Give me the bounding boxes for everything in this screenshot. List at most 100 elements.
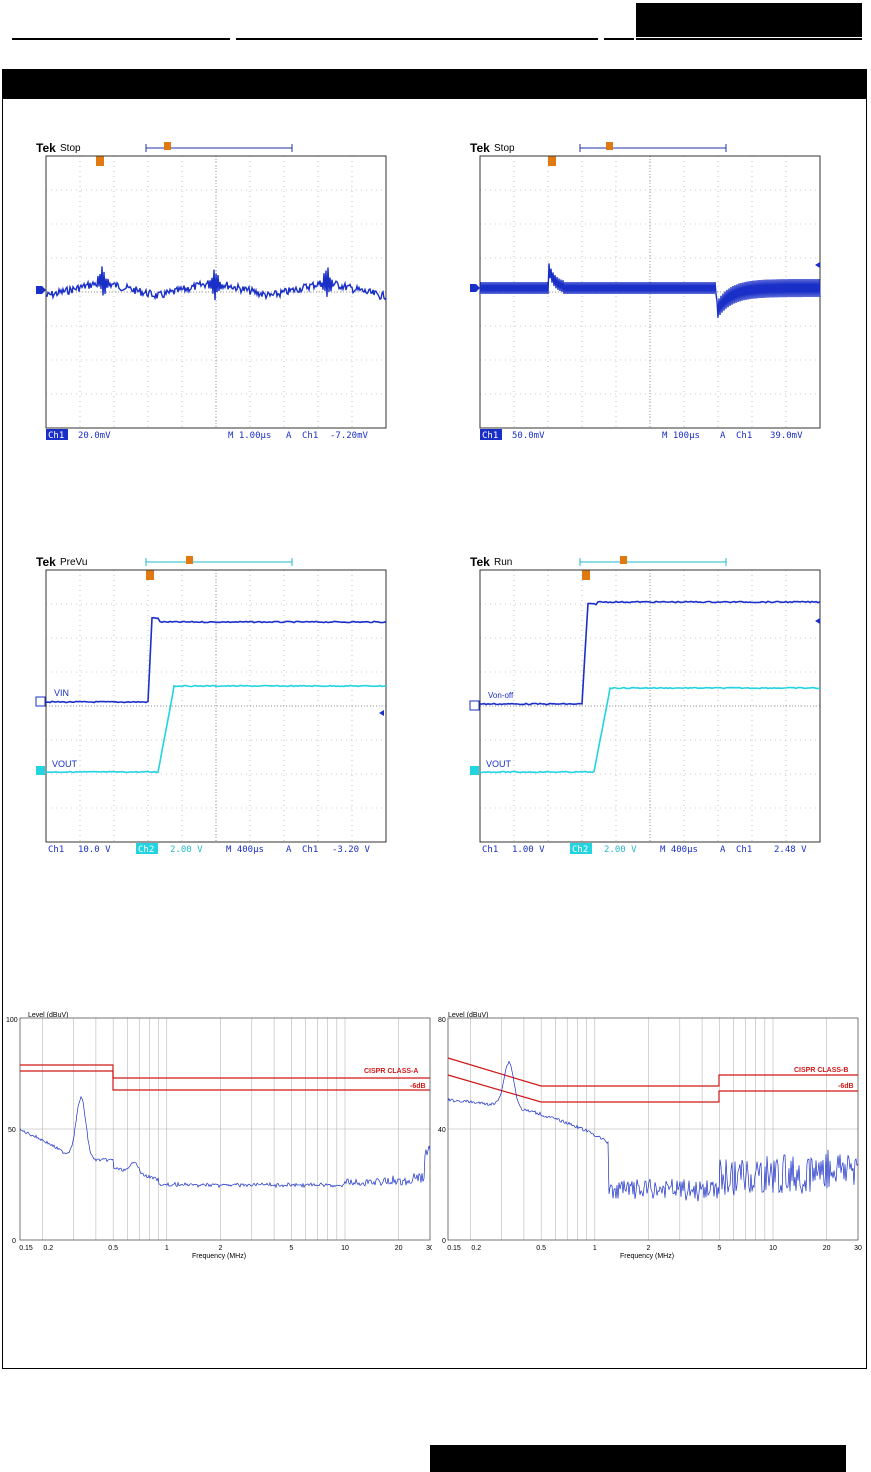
emi-margin-line — [447, 1074, 858, 1103]
emi-xtick-label: 0.5 — [108, 1245, 118, 1252]
emi-xtick-label: 1 — [593, 1245, 597, 1252]
ch1-tag: Ch1 — [482, 431, 498, 441]
scope-graticule — [46, 570, 386, 842]
scope-brand: Tek — [470, 555, 490, 569]
scope-startup-remote: Tek Run Von-off VOUT Ch1 1.00 V Ch2 2.00… — [464, 550, 824, 870]
emi-xtick-label: 2 — [646, 1245, 650, 1252]
trigger-position-marker — [146, 570, 154, 580]
scope-brand: Tek — [36, 141, 56, 155]
ch1-trace — [45, 266, 387, 301]
trigger-mode: A — [286, 845, 292, 855]
trigger-position-marker — [548, 156, 556, 166]
emi-ytick-mid: 40 — [438, 1127, 446, 1134]
emi-grid — [448, 1018, 858, 1240]
ch1-trace — [479, 600, 821, 706]
ch1-label: Von-off — [488, 691, 514, 700]
trigger-mode: A — [286, 431, 292, 441]
emi-xtick-label: 5 — [289, 1245, 293, 1252]
header-block — [636, 3, 862, 37]
emi-xtick-label: 0.15 — [19, 1245, 33, 1252]
record-position-marker — [186, 556, 193, 564]
scope-screen-border — [479, 569, 821, 843]
emi-x-ticks: 0.15 0.2 0.5 1 2 5 10 20 30 — [447, 1245, 862, 1252]
ch2-tag: Ch2 — [138, 845, 154, 855]
emi-xtick-label: 2 — [218, 1245, 222, 1252]
emi-xtick-label: 20 — [823, 1245, 831, 1252]
emi-ytick-bottom: 0 — [12, 1238, 16, 1245]
emi-xtick-label: 1 — [165, 1245, 169, 1252]
emi-limit-label: CISPR CLASS-A — [364, 1068, 418, 1075]
emi-xlabel: Frequency (MHz) — [620, 1253, 674, 1260]
emi-xtick-label: 10 — [341, 1245, 349, 1252]
ch2-tag-box — [570, 843, 592, 854]
emi-class-a-plot: Level (dBuV) 100 50 0 CISPR CLASS-A -6dB… — [2, 1010, 432, 1260]
record-position-marker — [620, 556, 627, 564]
ch1-tag: Ch1 — [48, 431, 64, 441]
trigger-level: -7.20mV — [330, 431, 369, 441]
trigger-level-marker — [815, 618, 820, 624]
emi-xtick-label: 20 — [395, 1245, 403, 1252]
ch2-ground-marker — [470, 766, 479, 775]
emi-xlabel: Frequency (MHz) — [192, 1253, 246, 1260]
ch2-tag: Ch2 — [572, 845, 588, 855]
ch1-tag-box — [480, 429, 502, 440]
ch1-ground-marker — [36, 286, 46, 294]
ch1-scale: 1.00 V — [512, 845, 545, 855]
emi-xtick-label: 30 — [426, 1245, 432, 1252]
trigger-channel: Ch1 — [302, 845, 318, 855]
emi-spectrum-trace — [19, 1095, 431, 1189]
record-position-marker — [606, 142, 613, 150]
ch1-scale: 10.0 V — [78, 845, 111, 855]
trigger-level: 2.48 V — [774, 845, 807, 855]
trigger-level: 39.0mV — [770, 431, 803, 441]
timebase: M 1.00µs — [228, 431, 271, 441]
figure-frame — [2, 99, 867, 1369]
trigger-level: -3.20 V — [332, 845, 371, 855]
emi-limit-line — [447, 1057, 858, 1087]
scope-graticule — [480, 570, 820, 842]
emi-x-ticks: 0.15 0.2 0.5 1 2 5 10 20 30 — [19, 1245, 432, 1252]
scope-state: Stop — [60, 143, 81, 154]
ch1-tag: Ch1 — [48, 845, 64, 855]
record-position-marker — [164, 142, 171, 150]
timebase: M 400µs — [660, 845, 698, 855]
scope-ripple-noise: Tek Stop Ch1 20.0mV M 1.00µs A Ch1 -7.20… — [30, 136, 390, 456]
trigger-channel: Ch1 — [736, 431, 752, 441]
emi-xtick-label: 5 — [717, 1245, 721, 1252]
ch1-trace — [45, 616, 387, 704]
emi-class-b-plot: Level (dBuV) 80 40 0 CISPR CLASS-B -6dB … — [434, 1010, 862, 1260]
scope-load-transient: Tek Stop Ch1 50.0mV M 100µs A Ch1 39.0mV — [464, 136, 824, 456]
emi-xtick-label: 30 — [854, 1245, 862, 1252]
ch2-scale: 2.00 V — [170, 845, 203, 855]
trigger-mode: A — [720, 431, 726, 441]
ch1-ground-marker — [35, 696, 46, 707]
trigger-level-marker — [815, 262, 820, 268]
trigger-position-marker — [582, 570, 590, 580]
ch2-ground-marker — [36, 766, 45, 775]
scope-startup-vin: Tek PreVu VIN VOUT Ch1 10.0 V Ch2 2.00 V… — [30, 550, 390, 870]
header-block-underline — [636, 38, 862, 40]
emi-ylabel: Level (dBuV) — [28, 1012, 68, 1019]
emi-ytick-top: 80 — [438, 1017, 446, 1024]
scope-screen-border — [45, 569, 387, 843]
emi-ylabel: Level (dBuV) — [448, 1012, 488, 1019]
scope-state: PreVu — [60, 557, 87, 568]
footer-block — [430, 1445, 846, 1472]
ch1-scale: 20.0mV — [78, 431, 111, 441]
header-rule-right — [604, 38, 634, 40]
ch1-tag-box — [46, 429, 68, 440]
ch1-tag: Ch1 — [482, 845, 498, 855]
timebase: M 100µs — [662, 431, 700, 441]
ch1-ground-marker — [470, 284, 480, 292]
emi-limit-label: CISPR CLASS-B — [794, 1067, 848, 1074]
trigger-position-marker — [96, 156, 104, 166]
emi-margin-line — [20, 1070, 430, 1079]
scope-screen-border — [45, 155, 387, 429]
emi-ytick-bottom: 0 — [442, 1238, 446, 1245]
section-title-bar — [2, 69, 867, 99]
trigger-mode: A — [720, 845, 726, 855]
trigger-channel: Ch1 — [302, 431, 318, 441]
ch2-scale: 2.00 V — [604, 845, 637, 855]
trigger-level-marker — [379, 710, 384, 716]
header-rule-left — [12, 38, 230, 40]
